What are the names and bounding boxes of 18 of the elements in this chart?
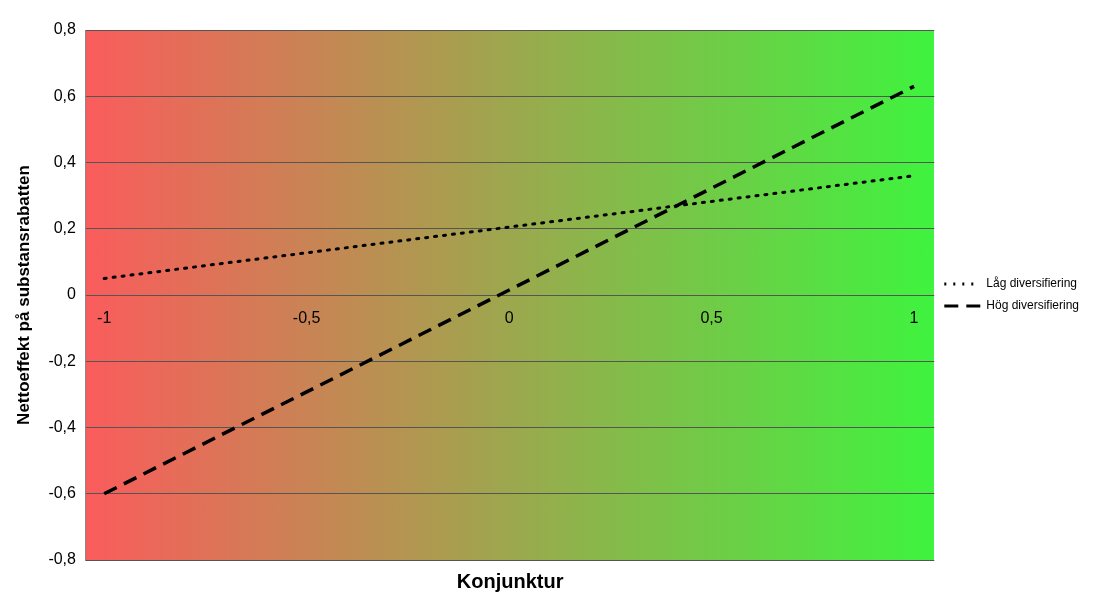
- x-axis-title: Konjunktur: [456, 569, 564, 592]
- x-tick-label: -0,5: [292, 309, 321, 327]
- x-tick-label: 1: [909, 309, 919, 327]
- x-tick-label: -1: [97, 309, 112, 327]
- x-tick-label: 0,5: [700, 309, 723, 327]
- y-tick-label: 0,2: [53, 219, 77, 237]
- legend-label: Låg diversifiering: [986, 276, 1078, 291]
- y-tick-label: 0,6: [53, 86, 77, 104]
- y-tick-label: -0,6: [48, 484, 77, 502]
- y-axis-title: Nettoeffekt på substansrabatten: [13, 165, 33, 425]
- y-tick-label: -0,2: [48, 351, 77, 369]
- y-tick-label: -0,4: [48, 417, 77, 435]
- y-tick-label: -0,8: [48, 550, 77, 568]
- y-tick-label: 0,8: [53, 20, 77, 38]
- y-tick-label: 0,4: [53, 152, 77, 170]
- y-tick-label: 0: [67, 285, 77, 303]
- x-tick-label: 0: [504, 309, 514, 327]
- legend-label: Hög diversifiering: [986, 298, 1080, 313]
